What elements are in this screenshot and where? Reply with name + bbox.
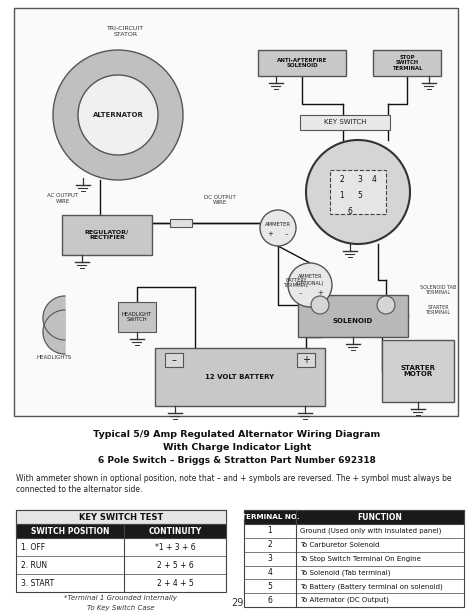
Text: 2: 2 [268, 540, 273, 549]
Text: SWITCH POSITION: SWITCH POSITION [31, 527, 109, 535]
Text: ANTI-AFTERFIRE
SOLENOID: ANTI-AFTERFIRE SOLENOID [277, 58, 327, 68]
Circle shape [377, 296, 395, 314]
Text: CONTINUITY: CONTINUITY [148, 527, 201, 535]
Text: *1 + 3 + 6: *1 + 3 + 6 [155, 543, 195, 551]
Text: To Alternator (DC Output): To Alternator (DC Output) [300, 597, 389, 603]
Text: SOLENOID: SOLENOID [333, 318, 373, 324]
Text: +: + [302, 355, 310, 365]
Text: *Terminal 1 Grounded Internally: *Terminal 1 Grounded Internally [64, 595, 177, 601]
Text: connected to the alternator side.: connected to the alternator side. [16, 485, 142, 494]
Polygon shape [43, 310, 65, 354]
Text: 2. RUN: 2. RUN [21, 561, 47, 570]
Text: BATTERY
TERMINAL: BATTERY TERMINAL [283, 278, 309, 288]
Text: 1: 1 [268, 527, 273, 535]
Text: 2: 2 [340, 176, 345, 185]
Text: KEY SWITCH TEST: KEY SWITCH TEST [79, 513, 163, 522]
Text: STARTER
TERMINAL: STARTER TERMINAL [426, 304, 451, 315]
Bar [330, 170, 386, 214]
Text: 4: 4 [267, 568, 273, 577]
Text: +: + [317, 290, 323, 296]
Circle shape [260, 210, 296, 246]
Text: –: – [172, 355, 176, 365]
Text: 2 + 5 + 6: 2 + 5 + 6 [156, 561, 193, 570]
Text: 5: 5 [357, 192, 363, 200]
Text: (OPTIONAL): (OPTIONAL) [296, 282, 324, 286]
Text: STARTER
MOTOR: STARTER MOTOR [401, 365, 436, 378]
Text: With ammeter shown in optional position, note that – and + symbols are reversed.: With ammeter shown in optional position,… [16, 474, 452, 483]
Text: To Carburetor Solenoid: To Carburetor Solenoid [300, 541, 379, 548]
Bar [16, 510, 226, 524]
Text: 29: 29 [231, 598, 243, 608]
Text: 6: 6 [347, 208, 353, 216]
Circle shape [53, 50, 183, 180]
Circle shape [306, 140, 410, 244]
Text: STOP
SWITCH
TERMINAL: STOP SWITCH TERMINAL [392, 55, 422, 71]
Text: To Stop Switch Terminal On Engine: To Stop Switch Terminal On Engine [300, 556, 421, 562]
Bar [258, 50, 346, 76]
Polygon shape [43, 296, 65, 340]
Text: Ground (Used only with insulated panel): Ground (Used only with insulated panel) [300, 528, 441, 534]
Text: +: + [267, 231, 273, 237]
Text: SOLENOID TAB
TERMINAL: SOLENOID TAB TERMINAL [420, 285, 456, 296]
Text: 3: 3 [267, 554, 273, 563]
Bar [373, 50, 441, 76]
Bar [244, 510, 464, 607]
Text: HEADLIGHT
SWITCH: HEADLIGHT SWITCH [122, 312, 152, 322]
Text: 3: 3 [357, 176, 363, 185]
Text: 3. START: 3. START [21, 578, 54, 588]
Bar [244, 510, 464, 524]
Bar [298, 295, 408, 337]
Text: To Battery (Battery terminal on solenoid): To Battery (Battery terminal on solenoid… [300, 583, 443, 590]
Bar [14, 8, 458, 416]
Bar [165, 353, 183, 367]
Text: FUNCTION: FUNCTION [357, 513, 402, 522]
Text: TRI-CIRCUIT
STATOR: TRI-CIRCUIT STATOR [108, 26, 145, 37]
Text: 2 + 4 + 5: 2 + 4 + 5 [156, 578, 193, 588]
Bar [382, 340, 454, 402]
Text: Typical 5/9 Amp Regulated Alternator Wiring Diagram: Typical 5/9 Amp Regulated Alternator Wir… [93, 430, 381, 439]
Text: With Charge Indicator Light: With Charge Indicator Light [163, 443, 311, 452]
Text: To Solenoid (Tab terminal): To Solenoid (Tab terminal) [300, 569, 391, 576]
Text: HEADLIGHTS: HEADLIGHTS [36, 355, 72, 360]
Bar [16, 524, 226, 538]
Bar [297, 353, 315, 367]
Circle shape [288, 263, 332, 307]
Text: 4: 4 [372, 176, 376, 185]
Bar [155, 348, 325, 406]
Text: 12 VOLT BATTERY: 12 VOLT BATTERY [205, 374, 274, 380]
Text: 6 Pole Switch – Briggs & Stratton Part Number 692318: 6 Pole Switch – Briggs & Stratton Part N… [98, 456, 376, 465]
FancyBboxPatch shape [300, 115, 390, 130]
Bar [16, 510, 226, 592]
Text: AMMETER: AMMETER [265, 222, 291, 227]
Text: AC OUTPUT
WIRE: AC OUTPUT WIRE [47, 193, 79, 204]
Text: To Key Switch Case: To Key Switch Case [87, 605, 155, 611]
Text: KEY SWITCH: KEY SWITCH [324, 120, 366, 126]
Text: 1. OFF: 1. OFF [21, 543, 45, 551]
Text: AMMETER: AMMETER [298, 275, 322, 280]
Text: ALTERNATOR: ALTERNATOR [92, 112, 144, 118]
Text: DC OUTPUT
WIRE: DC OUTPUT WIRE [204, 195, 236, 205]
Text: –: – [284, 231, 288, 237]
Text: 5: 5 [267, 582, 273, 591]
Circle shape [78, 75, 158, 155]
Bar [170, 219, 192, 227]
Text: 1: 1 [340, 192, 345, 200]
Text: 6: 6 [267, 596, 273, 604]
Text: –: – [298, 290, 302, 296]
Text: TERMINAL NO.: TERMINAL NO. [241, 514, 299, 520]
Bar [62, 215, 152, 255]
Bar [118, 302, 156, 332]
Text: REGULATOR/
RECTIFIER: REGULATOR/ RECTIFIER [85, 230, 129, 240]
Circle shape [311, 296, 329, 314]
